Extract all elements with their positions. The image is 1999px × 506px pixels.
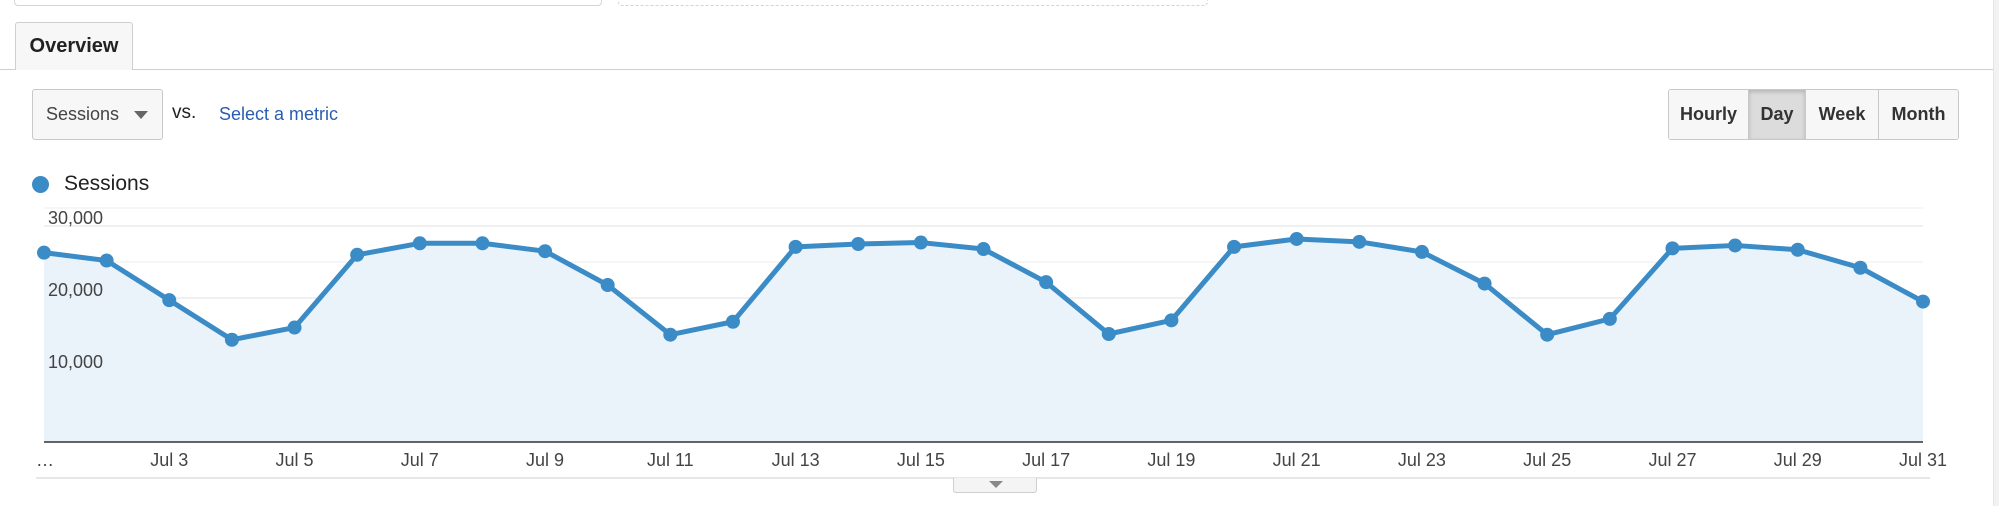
week-button[interactable]: Week (1806, 90, 1879, 139)
series-area (44, 238, 1923, 442)
x-tick-label: Jul 5 (276, 450, 314, 470)
data-point (1039, 275, 1054, 290)
legend-series-swatch (32, 175, 49, 193)
x-tick-label: Jul 29 (1774, 450, 1822, 470)
vs-label: vs. (172, 102, 197, 123)
data-point (1477, 276, 1492, 291)
x-tick-label: Jul 3 (150, 450, 188, 470)
data-point (1101, 327, 1116, 341)
data-point (1289, 231, 1304, 246)
top-input-field[interactable] (14, 0, 602, 6)
x-tick-label: Jul 11 (647, 450, 694, 470)
data-point (851, 237, 866, 251)
x-tick-label: Jul 7 (401, 450, 439, 470)
chart-expander-handle[interactable] (953, 478, 1037, 493)
x-tick-label: Jul 9 (526, 450, 564, 470)
chevron-down-icon (134, 111, 148, 119)
x-tick-label: Jul 27 (1648, 450, 1696, 470)
data-point (913, 235, 928, 250)
data-point (350, 247, 365, 262)
month-button[interactable]: Month (1879, 90, 1958, 139)
data-point (412, 236, 427, 251)
chart-legend: Sessions (32, 172, 149, 196)
x-tick-label: Jul 17 (1022, 450, 1070, 470)
x-tick-label: Jul 23 (1398, 450, 1446, 470)
data-point (663, 327, 678, 342)
data-point (725, 314, 740, 329)
data-point (1728, 238, 1743, 253)
data-point (224, 332, 239, 347)
tab-overview[interactable]: Overview (15, 22, 133, 70)
data-point (1227, 239, 1242, 254)
data-point (1352, 234, 1367, 249)
data-point (1414, 244, 1429, 259)
day-button[interactable]: Day (1749, 90, 1806, 139)
data-point (600, 278, 615, 293)
hourly-button[interactable]: Hourly (1669, 90, 1749, 139)
top-add-segment-placeholder[interactable] (618, 0, 1208, 6)
data-point (976, 242, 991, 257)
data-point (1164, 313, 1179, 328)
data-point (475, 236, 490, 251)
scrollbar-track[interactable] (1993, 0, 1999, 506)
data-point (1853, 260, 1868, 275)
metric-dropdown[interactable]: Sessions (32, 89, 163, 140)
x-tick-label: Jul 31 (1899, 450, 1947, 470)
data-point (287, 320, 302, 335)
data-point (1540, 327, 1555, 342)
x-tick-label: Jul 21 (1273, 450, 1321, 470)
x-tick-label: Jul 13 (772, 450, 820, 470)
data-point (788, 239, 803, 254)
y-tick-label: 10,000 (48, 352, 103, 372)
data-point (162, 293, 177, 308)
data-point (99, 253, 114, 268)
data-point (37, 245, 51, 260)
data-point (538, 244, 553, 259)
chevron-down-icon (989, 481, 1003, 488)
metric-dropdown-value: Sessions (46, 104, 120, 124)
y-tick-label: 20,000 (48, 280, 103, 300)
data-point (1916, 294, 1930, 309)
x-tick-label: … (36, 450, 54, 470)
data-point (1665, 241, 1680, 256)
data-point (1790, 242, 1805, 257)
x-tick-label: Jul 15 (897, 450, 945, 470)
x-tick-label: Jul 19 (1147, 450, 1195, 470)
x-tick-label: Jul 25 (1523, 450, 1571, 470)
tab-bar-divider (0, 69, 1993, 70)
y-tick-label: 30,000 (48, 208, 103, 228)
granularity-button-group: Hourly Day Week Month (1668, 89, 1959, 140)
data-point (1602, 311, 1617, 326)
select-metric-link[interactable]: Select a metric (219, 104, 339, 124)
legend-series-label: Sessions (64, 172, 150, 195)
